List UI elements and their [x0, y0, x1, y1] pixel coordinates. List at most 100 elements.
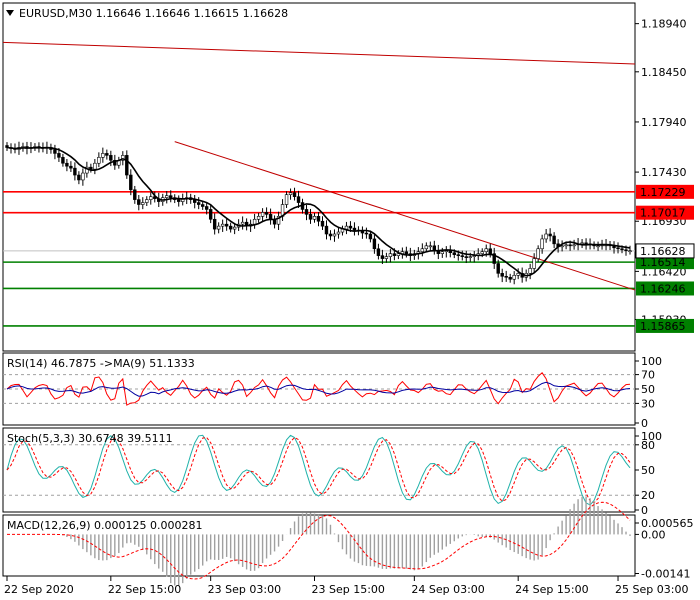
candle: [208, 209, 213, 220]
price-tick-label: 1.17940: [641, 116, 687, 129]
candle: [204, 206, 209, 210]
indicator-tick-label: 0.00: [641, 528, 666, 541]
stoch-title-label: Stoch(5,3,3) 30.6748 39.5111: [7, 432, 173, 445]
candle: [624, 249, 628, 252]
level-label: 1.16514: [640, 256, 686, 269]
candle: [292, 192, 297, 197]
trendline: [2, 41, 636, 65]
indicator-tick-label: -0.00141: [641, 568, 690, 581]
candle: [137, 199, 141, 205]
time-tick-label: 23 Sep 15:00: [312, 583, 385, 596]
candle: [348, 225, 353, 229]
level-label: 1.17229: [640, 186, 686, 199]
candle: [125, 155, 129, 176]
panel-collapse-icon[interactable]: [6, 10, 14, 16]
candle: [424, 245, 429, 250]
candle: [105, 153, 109, 156]
candle: [448, 250, 452, 253]
candle: [129, 174, 133, 191]
candle: [264, 212, 269, 215]
candle: [352, 227, 357, 231]
candle: [392, 253, 397, 256]
indicator-tick-label: 50: [641, 383, 655, 396]
level-label: 1.15865: [640, 320, 686, 333]
candle: [53, 149, 57, 154]
candle: [616, 247, 620, 250]
candle: [440, 251, 445, 254]
candle: [456, 254, 460, 256]
candle: [532, 258, 536, 269]
candle: [165, 195, 169, 198]
candle: [260, 212, 265, 217]
indicator-tick-label: 0.000565: [641, 517, 694, 530]
time-tick-label: 24 Sep 03:00: [411, 583, 484, 596]
indicator-tick-label: 20: [641, 489, 655, 502]
rsi-line: [6, 372, 631, 406]
main-title-label: EURUSD,M30 1.16646 1.16646 1.16615 1.166…: [19, 7, 288, 20]
indicator-tick-label: 100: [641, 430, 662, 443]
candle: [256, 216, 261, 220]
level-label-box: [636, 205, 694, 220]
candle: [288, 192, 293, 195]
time-tick-label: 23 Sep 03:00: [208, 583, 281, 596]
candle: [324, 225, 329, 235]
candle: [380, 255, 385, 259]
candle: [544, 233, 548, 240]
candle: [572, 244, 576, 247]
candle: [628, 250, 632, 253]
candle: [73, 167, 77, 176]
time-tick-label: 25 Sep 03:00: [615, 583, 688, 596]
level-label-box: [636, 184, 694, 199]
candle: [444, 250, 448, 253]
candle: [484, 248, 488, 253]
level-label-box: [636, 255, 694, 270]
candle: [69, 165, 73, 169]
candle: [384, 256, 389, 259]
candle: [508, 276, 512, 280]
candle: [77, 174, 81, 181]
stoch-signal-line: [6, 436, 631, 504]
candle: [216, 225, 221, 230]
indicator-tick-label: 80: [641, 439, 655, 452]
candle: [81, 172, 85, 181]
candle: [240, 221, 245, 225]
candle: [568, 244, 572, 247]
time-tick-label: 22 Sep 2020: [4, 583, 74, 596]
candle: [372, 238, 377, 250]
candle: [320, 220, 325, 227]
candle: [332, 233, 337, 237]
current-price-box: [635, 243, 695, 259]
candle: [596, 245, 600, 248]
candle: [540, 238, 544, 250]
candle: [5, 145, 9, 148]
candle: [552, 235, 556, 245]
candle: [196, 202, 201, 205]
candle: [488, 248, 492, 254]
panel-frame-2: [2, 427, 636, 513]
candle: [336, 231, 341, 235]
candle: [536, 248, 540, 259]
candle: [396, 253, 401, 256]
candle: [57, 153, 61, 158]
indicator-tick-label: 100: [641, 355, 662, 368]
candle: [312, 216, 317, 220]
candle: [61, 157, 65, 164]
candle: [584, 242, 588, 245]
candle: [200, 204, 205, 207]
candle: [145, 199, 149, 203]
level-label: 1.16246: [640, 282, 686, 295]
price-tick-label: 1.18940: [641, 18, 687, 31]
candle: [284, 194, 289, 205]
stoch-main-line: [6, 434, 631, 506]
moving-average-line: [6, 146, 631, 277]
candle: [177, 199, 181, 202]
panel-frame-0: [2, 2, 636, 352]
candle: [468, 256, 472, 258]
indicator-tick-label: 50: [641, 464, 655, 477]
candle: [548, 233, 552, 237]
candle: [121, 155, 125, 161]
candle: [224, 223, 229, 227]
candle: [428, 245, 433, 248]
candle: [101, 153, 105, 158]
